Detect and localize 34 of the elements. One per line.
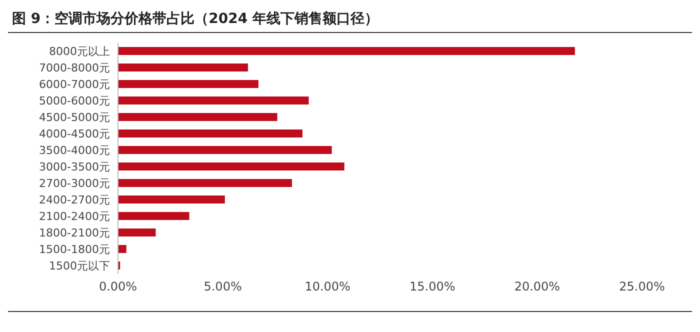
y-tick-label: 3500-4000元 [39,144,110,158]
y-tick-label: 7000-8000元 [39,62,110,75]
x-tick-label: 25.00% [619,280,665,294]
y-tick-label: 4000-4500元 [39,128,110,141]
bar [118,212,190,220]
bar [118,96,309,104]
bar [118,47,575,55]
x-tick-label: 10.00% [304,280,350,294]
chart-title: 图 9：空调市场分价格带占比（2024 年线下销售额口径） [8,8,692,33]
y-tick-label: 8000元以上 [49,45,110,58]
bar [118,113,278,121]
x-tick-label: 5.00% [204,280,242,294]
y-tick-label: 2100-2400元 [39,210,110,224]
x-tick-label: 0.00% [98,280,138,294]
y-tick-label: 2400-2700元 [39,194,110,207]
y-tick-label: 1500-1800元 [39,243,110,256]
bar [118,179,292,187]
y-tick-label: 4500-5000元 [39,111,110,124]
bar [118,80,258,88]
bar [118,196,225,204]
y-tick-label: 1500元以下 [49,260,110,273]
y-tick-label: 1800-2100元 [39,226,110,240]
bar [118,245,126,253]
x-tick-label: 15.00% [410,280,456,294]
y-tick-label: 2700-3000元 [39,177,110,190]
bar [118,162,344,170]
y-tick-label: 6000-7000元 [39,78,110,92]
y-tick-label: 3000-3500元 [39,160,110,174]
bar [118,130,302,138]
x-tick-label: 20.00% [514,280,560,294]
y-tick-label: 5000-6000元 [39,94,110,108]
bar [118,64,248,72]
bar [118,228,156,236]
bar [118,146,332,154]
